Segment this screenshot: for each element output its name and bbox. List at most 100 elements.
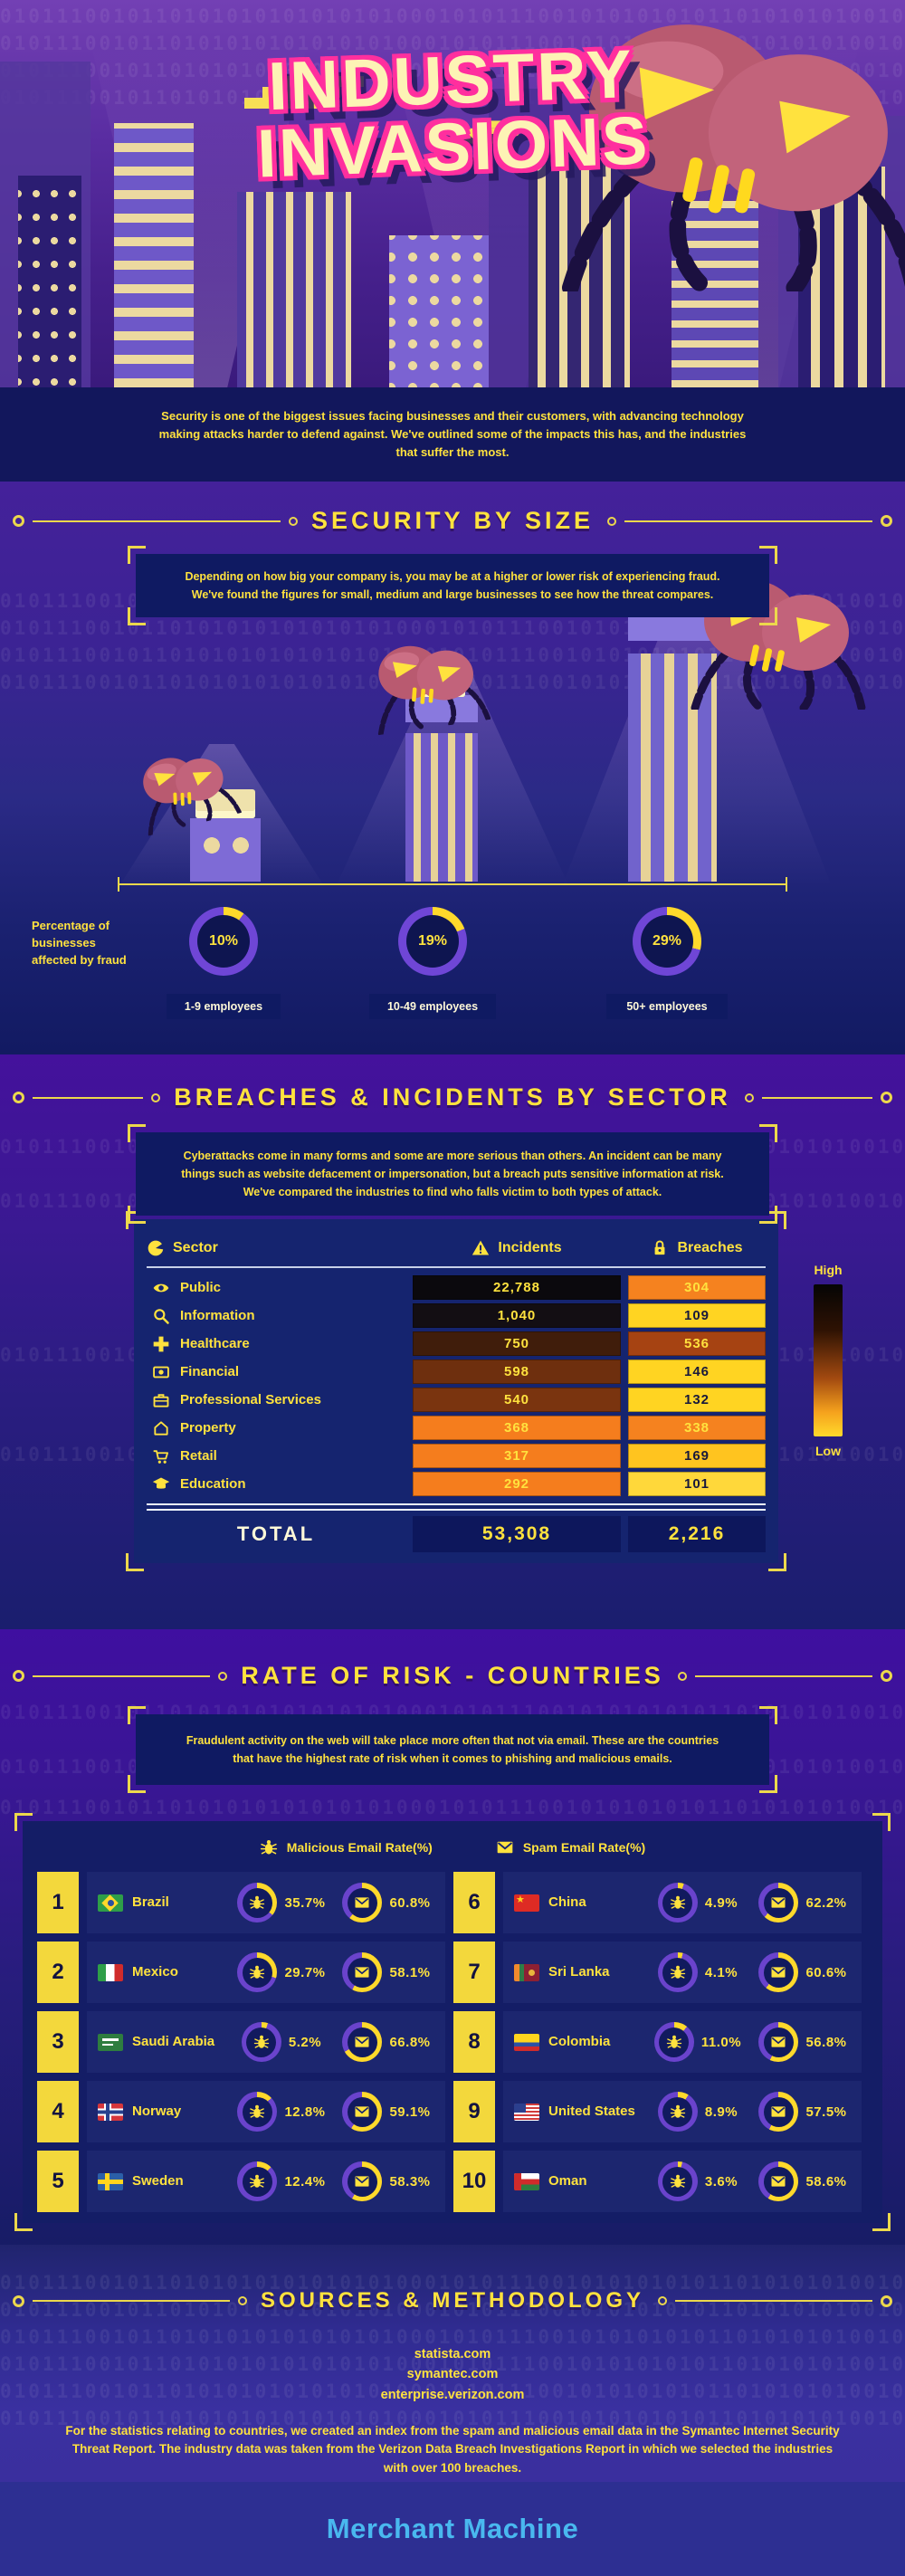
malicious-email-stat: 12.8% bbox=[233, 2092, 329, 2132]
country-name: Norway bbox=[132, 2103, 182, 2119]
corner-bracket bbox=[768, 1211, 786, 1229]
country-row: Saudi Arabia 5.2% 66.8% bbox=[87, 2011, 445, 2073]
decor-dot bbox=[607, 516, 617, 526]
section-title: BREACHES & INCIDENTS BY SECTOR bbox=[174, 1083, 731, 1111]
section-heading-row: SOURCES & METHODOLOGY bbox=[0, 2288, 905, 2314]
heat-legend-low: Low bbox=[815, 1444, 841, 1458]
malicious-rate: 5.2% bbox=[288, 2034, 322, 2050]
bug-ring bbox=[657, 2161, 698, 2201]
envelope-icon bbox=[354, 1894, 370, 1911]
rank-badge: 6 bbox=[453, 1872, 495, 1933]
malicious-rate: 12.4% bbox=[284, 2173, 326, 2190]
spam-rate: 57.5% bbox=[805, 2104, 847, 2120]
spam-email-stat: 58.6% bbox=[755, 2161, 851, 2201]
bug-ring bbox=[657, 1952, 698, 1992]
corner-bracket bbox=[128, 1706, 146, 1724]
spam-rate: 58.1% bbox=[389, 1964, 431, 1980]
malicious-email-stat: 4.9% bbox=[650, 1883, 746, 1922]
malicious-rate: 4.1% bbox=[704, 1964, 738, 1980]
breaches-cell: 338 bbox=[628, 1416, 766, 1440]
decor-dot bbox=[744, 1092, 754, 1102]
small-business-building bbox=[190, 789, 261, 882]
table-row: Retail 317 169 bbox=[147, 1444, 766, 1468]
section-title: SOURCES & METHODOLOGY bbox=[260, 2288, 645, 2313]
decor-line bbox=[675, 2300, 872, 2302]
bug-icon bbox=[670, 2104, 686, 2120]
corner-bracket bbox=[759, 607, 777, 625]
country-row: Sweden 12.4% 58.3% bbox=[87, 2151, 445, 2212]
spam-rate: 62.2% bbox=[805, 1894, 847, 1911]
malicious-email-stat: 12.4% bbox=[233, 2161, 329, 2201]
section-title: SECURITY BY SIZE bbox=[310, 507, 595, 534]
house-icon bbox=[152, 1419, 170, 1437]
column-header-sector: Sector bbox=[147, 1239, 405, 1257]
corner-bracket bbox=[759, 546, 777, 564]
sector-table: Sector Incidents Breaches Public 22,788 … bbox=[126, 1211, 786, 1571]
decor-dot bbox=[151, 1092, 161, 1102]
medium-monster-icon bbox=[363, 625, 492, 735]
flag-norway bbox=[98, 2103, 123, 2121]
flag-united-states bbox=[514, 2103, 539, 2121]
corner-bracket bbox=[759, 1706, 777, 1724]
bug-ring bbox=[237, 1952, 278, 1992]
section-title: RATE OF RISK - COUNTRIES bbox=[241, 1662, 664, 1689]
medical-cross-icon bbox=[152, 1335, 170, 1353]
flag-mexico bbox=[98, 1963, 123, 1981]
incidents-cell: 22,788 bbox=[413, 1275, 621, 1300]
section-description: Cyberattacks come in many forms and some… bbox=[181, 1150, 724, 1198]
corner-bracket bbox=[759, 1124, 777, 1142]
malicious-email-stat: 8.9% bbox=[650, 2092, 746, 2132]
axis-caption: Percentage of businesses affected by fra… bbox=[32, 919, 127, 967]
breaches-cell: 304 bbox=[628, 1275, 766, 1300]
city-building bbox=[226, 179, 362, 387]
flag-sweden bbox=[98, 2172, 123, 2190]
section-description-box: Fraudulent activity on the web will take… bbox=[128, 1706, 777, 1793]
envelope-ring bbox=[342, 2161, 383, 2201]
malicious-email-stat: 4.1% bbox=[650, 1952, 746, 1992]
envelope-icon bbox=[354, 1964, 370, 1980]
legend-spam: Spam Email Rate(%) bbox=[496, 1838, 645, 1856]
spam-rate: 66.8% bbox=[389, 2034, 431, 2050]
country-row: Brazil 35.7% 60.8% bbox=[87, 1872, 445, 1933]
methodology-text: For the statistics relating to countries… bbox=[65, 2424, 840, 2475]
spam-email-stat: 60.6% bbox=[755, 1952, 851, 1992]
countries-panel: Malicious Email Rate(%) Spam Email Rate(… bbox=[14, 1813, 891, 2231]
bug-icon bbox=[249, 1894, 265, 1911]
bug-icon bbox=[670, 1964, 686, 1980]
bug-icon bbox=[253, 2034, 270, 2050]
glitch-cloud bbox=[262, 87, 340, 98]
section-heading-row: SECURITY BY SIZE bbox=[0, 507, 905, 535]
envelope-ring bbox=[758, 1952, 799, 1992]
sector-label: Professional Services bbox=[147, 1391, 405, 1409]
country-row: Sri Lanka 4.1% 60.6% bbox=[503, 1942, 862, 2003]
countries-legend: Malicious Email Rate(%) Spam Email Rate(… bbox=[37, 1832, 868, 1863]
breaches-cell: 146 bbox=[628, 1360, 766, 1384]
corner-bracket bbox=[126, 1553, 144, 1571]
corner-bracket bbox=[126, 1211, 144, 1229]
envelope-ring bbox=[758, 2161, 799, 2201]
flag-saudi-arabia bbox=[98, 2033, 123, 2051]
breaches-cell: 169 bbox=[628, 1444, 766, 1468]
fraud-gauge-medium: 19% bbox=[398, 907, 467, 976]
malicious-rate: 3.6% bbox=[704, 2173, 738, 2190]
corner-bracket bbox=[14, 2213, 33, 2231]
malicious-rate: 11.0% bbox=[700, 2034, 742, 2050]
column-header-breaches: Breaches bbox=[628, 1239, 766, 1257]
incidents-cell: 317 bbox=[413, 1444, 621, 1468]
country-name: United States bbox=[548, 2103, 635, 2119]
malicious-rate: 12.8% bbox=[284, 2104, 326, 2120]
legend-malicious: Malicious Email Rate(%) bbox=[260, 1838, 433, 1856]
envelope-ring bbox=[758, 2022, 799, 2062]
bug-ring bbox=[237, 1883, 278, 1922]
bug-ring bbox=[237, 2161, 278, 2201]
country-name: Brazil bbox=[132, 1894, 169, 1910]
spam-rate: 59.1% bbox=[389, 2104, 431, 2120]
employee-group-label: 10-49 employees bbox=[369, 994, 496, 1019]
decor-dot bbox=[288, 516, 298, 526]
country-row: Mexico 29.7% 58.1% bbox=[87, 1942, 445, 2003]
rank-badge: 9 bbox=[453, 2081, 495, 2142]
fraud-gauge-value: 19% bbox=[417, 933, 448, 949]
sector-section: 0101110010110101010101010101000101011100… bbox=[0, 1054, 905, 1629]
table-row: Healthcare 750 536 bbox=[147, 1331, 766, 1356]
